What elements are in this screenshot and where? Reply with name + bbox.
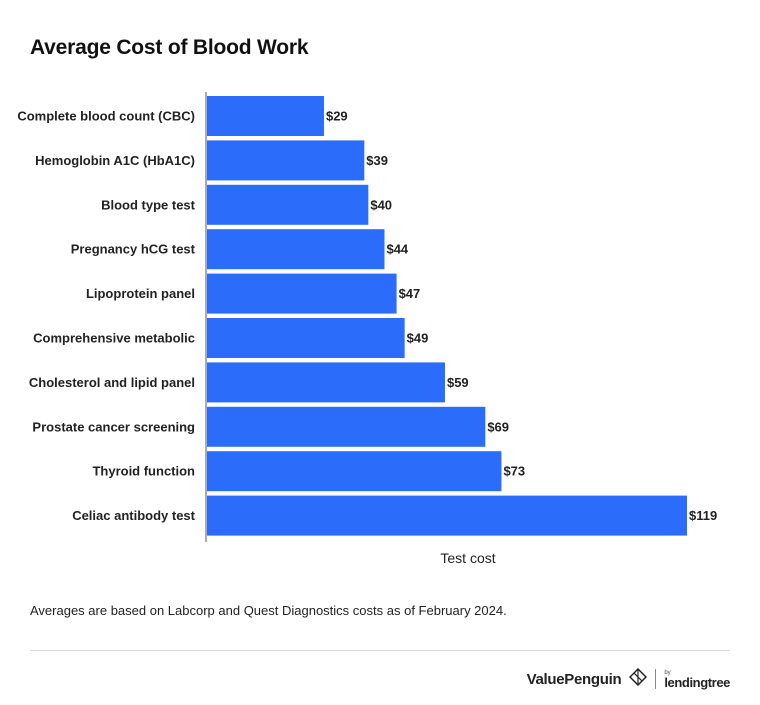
bar <box>207 96 324 136</box>
category-label: Pregnancy hCG test <box>71 242 196 257</box>
brand-separator <box>655 669 657 689</box>
data-label: $49 <box>407 331 429 346</box>
x-axis-title: Test cost <box>440 550 495 566</box>
category-label: Cholesterol and lipid panel <box>29 375 195 390</box>
category-label: Thyroid function <box>92 464 195 479</box>
footnote: Averages are based on Labcorp and Quest … <box>30 603 507 618</box>
data-label: $29 <box>326 109 348 124</box>
category-label: Prostate cancer screening <box>32 419 195 434</box>
category-label: Comprehensive metabolic <box>33 331 195 346</box>
category-label: Complete blood count (CBC) <box>17 109 195 124</box>
data-label: $44 <box>386 242 408 257</box>
footer-divider <box>30 650 730 651</box>
data-label: $59 <box>447 375 469 390</box>
footer-branding: ValuePenguin by lendingtree <box>527 667 730 691</box>
bar <box>207 318 405 358</box>
chart-title: Average Cost of Blood Work <box>30 36 309 59</box>
category-label: Hemoglobin A1C (HbA1C) <box>35 153 195 168</box>
category-label: Blood type test <box>101 197 196 212</box>
data-label: $40 <box>370 197 392 212</box>
bar <box>207 184 369 225</box>
bar <box>207 229 385 270</box>
lendingtree-logo: by lendingtree <box>664 670 730 689</box>
data-label: $39 <box>366 153 388 168</box>
category-label: Celiac antibody test <box>72 508 195 523</box>
valuepenguin-diamond-icon <box>629 667 648 691</box>
data-label: $119 <box>689 508 717 523</box>
by-text: by <box>664 669 671 676</box>
bar-chart: Complete blood count (CBC) $29 Hemoglobin … <box>17 92 717 566</box>
bar <box>207 140 365 181</box>
bar <box>207 495 687 536</box>
bar <box>207 362 445 403</box>
bar <box>207 451 502 492</box>
bar <box>207 273 397 314</box>
bar <box>207 406 486 447</box>
category-label: Lipoprotein panel <box>86 286 195 301</box>
lendingtree-logo-text: lendingtree <box>664 674 730 690</box>
valuepenguin-logo-text: ValuePenguin <box>526 670 622 688</box>
data-label: $69 <box>487 419 509 434</box>
data-label: $47 <box>399 286 421 301</box>
data-label: $73 <box>503 464 525 479</box>
